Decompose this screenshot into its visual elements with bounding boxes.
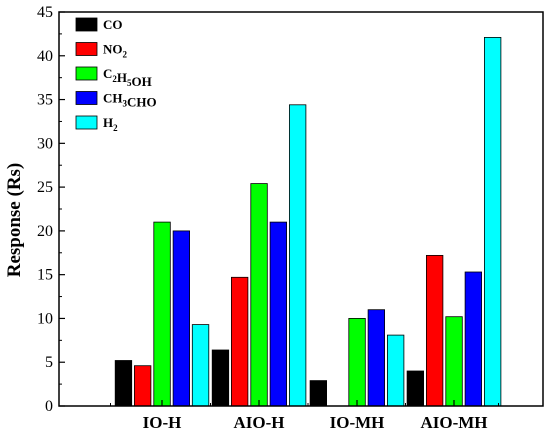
bars-layer [114,37,502,407]
bar-ch3cho-io-h [172,230,191,407]
y-tick-label: 5 [45,354,53,371]
bar-co-aio-h [211,349,230,407]
bar-co-aio-mh [406,370,425,407]
y-tick-label: 35 [37,92,53,109]
x-category-label: AIO-MH [420,413,487,432]
y-tick-label: 15 [37,267,53,284]
y-tick-label: 0 [45,398,53,415]
y-tick-label: 45 [37,4,53,21]
bar-h2-aio-mh [483,37,502,407]
bar-h2-aio-h [288,104,307,407]
bar-c2h5oh-aio-h [250,183,268,407]
legend-label-no2: NO2 [103,42,128,60]
bar-no2-aio-mh [425,254,444,407]
x-category-label: AIO-H [234,413,285,432]
bar-h2-io-mh [386,334,405,407]
y-axis-title: Response (Rs) [4,163,25,278]
bar-ch3cho-aio-h [269,221,288,407]
bar-no2-io-h [133,365,152,407]
y-tick-label: 30 [37,135,53,152]
legend-swatch-h2 [75,115,98,130]
y-tick-label: 40 [37,48,53,65]
legend-label-co: CO [103,17,123,32]
bar-c2h5oh-aio-mh [445,316,463,407]
y-tick-label: 25 [37,179,53,196]
bar-c2h5oh-io-mh [348,317,366,407]
legend-swatch-no2 [75,42,98,56]
y-tick-label: 10 [37,310,53,327]
legend-swatch-c2h5oh [75,66,98,81]
legend-label-c2h5oh: C2H5OH [103,66,152,89]
bar-ch3cho-aio-mh [464,271,483,407]
legend-label-h2: H2 [103,115,118,133]
bar-no2-aio-h [230,276,249,407]
x-category-label: IO-H [143,413,182,432]
bar-ch3cho-io-mh [367,309,386,407]
x-category-label: IO-MH [330,413,385,432]
legend-swatch-co [75,17,98,32]
legend: CO NO2 C2H5OH CH3CHO H2 [75,17,157,133]
y-tick-label: 20 [37,223,53,240]
bar-c2h5oh-io-h [153,221,171,407]
bar-co-io-mh [309,380,328,407]
bar-h2-io-h [191,324,210,407]
legend-label-ch3cho: CH3CHO [103,91,157,110]
axes-layer: 0 5 10 15 20 25 30 35 40 45 IO-H AIO-H IO-MH AIO-MH [37,4,544,432]
legend-swatch-ch3cho [75,91,98,105]
bar-co-io-h [114,360,133,407]
